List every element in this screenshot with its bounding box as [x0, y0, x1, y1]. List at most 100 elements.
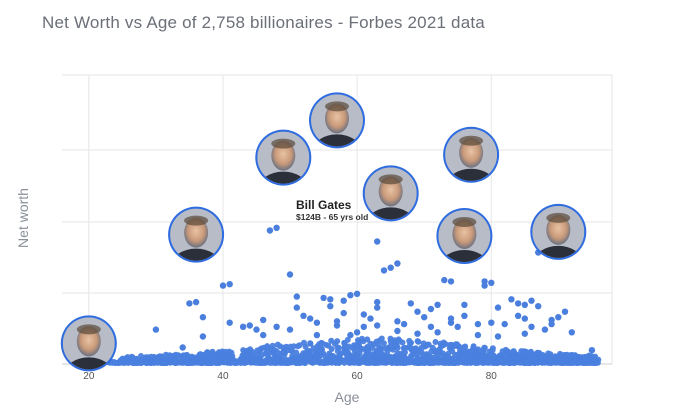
data-point	[264, 352, 271, 358]
data-point	[294, 343, 301, 350]
portrait-hair	[459, 135, 484, 146]
data-point	[474, 331, 482, 339]
data-point	[432, 339, 439, 345]
data-point	[327, 303, 334, 310]
data-point	[193, 358, 200, 365]
data-point	[346, 357, 353, 364]
data-point	[470, 344, 477, 351]
data-point	[356, 359, 363, 366]
data-point	[138, 353, 144, 359]
data-point	[414, 330, 421, 337]
person-6-portrait	[443, 126, 500, 183]
portrait-hair	[325, 101, 349, 112]
data-point	[434, 301, 441, 308]
portrait-image	[311, 94, 363, 147]
data-point	[488, 319, 495, 326]
x-axis-title: Age	[335, 389, 360, 405]
data-point	[380, 340, 387, 347]
data-point	[548, 359, 555, 366]
data-point	[266, 227, 274, 234]
data-point	[427, 323, 435, 330]
portrait-shoulders	[259, 171, 308, 184]
data-point	[314, 343, 321, 350]
portrait-shoulders	[172, 248, 221, 261]
data-point	[489, 345, 496, 352]
portrait-shoulders	[440, 250, 489, 262]
data-point	[482, 359, 489, 365]
data-point	[256, 356, 263, 363]
data-point	[349, 344, 356, 351]
data-point	[253, 326, 260, 333]
data-point	[273, 224, 280, 231]
data-point	[528, 323, 535, 330]
portrait-hair	[76, 324, 101, 335]
data-point	[442, 358, 449, 365]
data-point	[304, 348, 311, 355]
portrait-shoulders	[447, 168, 496, 181]
data-point	[387, 342, 394, 349]
portrait-face	[271, 140, 296, 171]
data-point	[508, 296, 515, 303]
data-point	[502, 349, 509, 356]
data-point	[192, 298, 200, 306]
data-point	[374, 304, 381, 311]
portrait-shoulders	[366, 207, 415, 220]
data-point	[418, 359, 425, 366]
data-point	[554, 353, 561, 360]
data-point	[441, 276, 448, 284]
data-point	[307, 315, 314, 322]
data-point	[521, 301, 528, 308]
data-point	[301, 359, 308, 366]
data-point	[260, 331, 267, 339]
data-point	[336, 345, 342, 351]
data-point	[269, 342, 276, 349]
data-point	[274, 348, 280, 355]
data-point	[394, 260, 401, 267]
data-point	[360, 311, 367, 318]
data-point	[367, 315, 374, 322]
data-point	[293, 293, 300, 300]
data-point	[199, 314, 207, 321]
data-band	[99, 335, 602, 366]
data-point	[274, 341, 281, 348]
data-point	[360, 323, 367, 330]
data-point	[514, 300, 522, 307]
data-point	[515, 359, 522, 366]
data-point	[494, 333, 502, 340]
data-point	[447, 315, 455, 322]
data-point	[488, 279, 495, 286]
data-point	[213, 353, 220, 360]
data-point	[344, 336, 351, 343]
data-point	[572, 354, 579, 361]
data-point	[334, 338, 341, 345]
data-point	[239, 352, 246, 359]
data-point	[588, 347, 596, 354]
portrait-hair	[271, 138, 296, 149]
data-point	[340, 309, 347, 317]
data-point	[353, 329, 361, 336]
data-point	[243, 348, 250, 355]
data-point	[286, 271, 294, 278]
data-point	[392, 339, 399, 346]
data-point	[156, 358, 163, 365]
data-point	[434, 329, 441, 336]
data-point	[374, 298, 381, 306]
data-point	[414, 359, 421, 366]
data-point	[510, 352, 517, 359]
x-tick-label: 20	[83, 371, 95, 382]
data-point	[426, 359, 433, 366]
data-point	[394, 318, 401, 325]
y-axis-title: Net worth	[15, 188, 31, 248]
data-point	[152, 326, 160, 333]
data-point	[414, 338, 421, 345]
data-point	[402, 349, 408, 356]
data-point	[501, 320, 508, 328]
data-point	[222, 348, 229, 355]
person-1-portrait	[60, 315, 117, 372]
data-point	[340, 297, 347, 304]
data-point	[200, 351, 207, 358]
data-point	[186, 300, 193, 307]
data-point	[313, 331, 321, 339]
data-point	[162, 358, 169, 365]
portrait-face	[184, 217, 209, 248]
